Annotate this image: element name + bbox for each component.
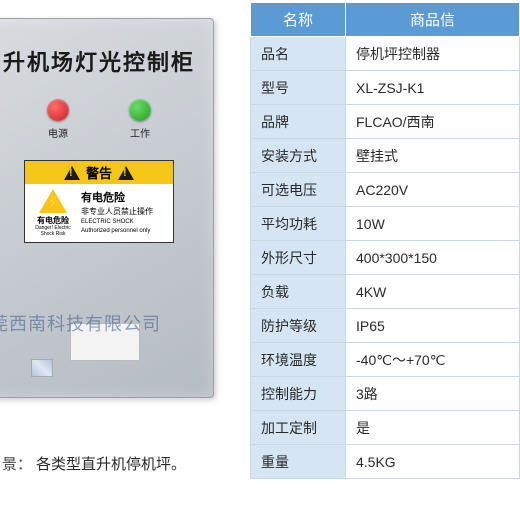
table-header-row: 名称 商品信 <box>251 3 520 37</box>
spec-value: 10W <box>346 207 520 241</box>
warning-en2: Authorized personnel only <box>81 228 169 235</box>
warning-triangle-icon <box>118 166 134 180</box>
header-name: 名称 <box>251 3 346 37</box>
table-row: 型号XL-ZSJ-K1 <box>251 71 520 105</box>
table-row: 可选电压AC220V <box>251 173 520 207</box>
spec-value: 400*300*150 <box>346 241 520 275</box>
spec-key: 可选电压 <box>251 173 346 207</box>
spec-key: 重量 <box>251 445 346 479</box>
spec-value: 壁挂式 <box>346 139 520 173</box>
spec-key: 防护等级 <box>251 309 346 343</box>
warning-left-col: 有电危险 Danger! Electric Shock Risk <box>29 189 77 237</box>
table-row: 外形尺寸400*300*150 <box>251 241 520 275</box>
table-row: 安装方式壁挂式 <box>251 139 520 173</box>
spec-value: IP65 <box>346 309 520 343</box>
page-container: 升机场灯光控制柜 电源 工作 警告 <box>0 0 520 520</box>
table-row: 负载4KW <box>251 275 520 309</box>
work-label: 工作 <box>129 125 151 140</box>
cabinet-title: 升机场灯光控制柜 <box>0 19 213 77</box>
spec-table: 名称 商品信 品名停机坪控制器型号XL-ZSJ-K1品牌FLCAO/西南安装方式… <box>250 2 520 479</box>
power-indicator[interactable] <box>47 99 69 121</box>
spec-key: 安装方式 <box>251 139 346 173</box>
electric-bolt-icon <box>39 189 67 213</box>
header-info: 商品信 <box>346 3 520 37</box>
scene-text: 各类型直升机停机坪。 <box>36 456 186 473</box>
spec-value: 3路 <box>346 377 520 411</box>
spec-key: 平均功耗 <box>251 207 346 241</box>
spec-key: 型号 <box>251 71 346 105</box>
warning-right-col: 有电危险 非专业人员禁止操作 ELECTRIC SHOCK Authorized… <box>81 189 169 235</box>
work-button-group: 工作 <box>129 99 151 140</box>
table-row: 品名停机坪控制器 <box>251 37 520 71</box>
spec-key: 环境温度 <box>251 343 346 377</box>
spec-table-panel: 名称 商品信 品名停机坪控制器型号XL-ZSJ-K1品牌FLCAO/西南安装方式… <box>250 0 520 520</box>
scene-description: 景：各类型直升机停机坪。 <box>2 453 186 474</box>
indicator-buttons-row: 电源 工作 <box>0 99 213 140</box>
spec-key: 负载 <box>251 275 346 309</box>
spec-key: 控制能力 <box>251 377 346 411</box>
company-watermark: 莞西南科技有限公司 <box>0 310 161 336</box>
spec-value: 4.5KG <box>346 445 520 479</box>
table-row: 品牌FLCAO/西南 <box>251 105 520 139</box>
spec-value: 是 <box>346 411 520 445</box>
product-photo-panel: 升机场灯光控制柜 电源 工作 警告 <box>0 0 250 520</box>
spec-key: 加工定制 <box>251 411 346 445</box>
control-cabinet: 升机场灯光控制柜 电源 工作 警告 <box>0 18 214 398</box>
spec-value: 4KW <box>346 275 520 309</box>
warning-triangle-icon <box>64 166 80 180</box>
spec-value: -40℃～+70℃ <box>346 343 520 377</box>
table-row: 控制能力3路 <box>251 377 520 411</box>
table-row: 重量4.5KG <box>251 445 520 479</box>
spec-value: 停机坪控制器 <box>346 37 520 71</box>
hologram-sticker <box>31 359 53 377</box>
power-label: 电源 <box>47 125 69 140</box>
warning-header: 警告 <box>25 161 173 184</box>
table-row: 防护等级IP65 <box>251 309 520 343</box>
spec-key: 品牌 <box>251 105 346 139</box>
warning-left-en: Danger! Electric Shock Risk <box>29 226 77 237</box>
spec-table-body: 品名停机坪控制器型号XL-ZSJ-K1品牌FLCAO/西南安装方式壁挂式可选电压… <box>251 37 520 479</box>
spec-value: FLCAO/西南 <box>346 105 520 139</box>
table-row: 平均功耗10W <box>251 207 520 241</box>
spec-key: 外形尺寸 <box>251 241 346 275</box>
work-indicator[interactable] <box>129 99 151 121</box>
spec-value: XL-ZSJ-K1 <box>346 71 520 105</box>
scene-label: 景： <box>2 456 32 473</box>
warning-en1: ELECTRIC SHOCK <box>81 219 169 226</box>
warning-sub-zh: 非专业人员禁止操作 <box>81 206 169 217</box>
warning-body: 有电危险 Danger! Electric Shock Risk 有电危险 非专… <box>25 184 173 242</box>
warning-sticker: 警告 有电危险 Danger! Electric Shock Risk 有电危险… <box>24 160 174 243</box>
table-row: 加工定制是 <box>251 411 520 445</box>
spec-value: AC220V <box>346 173 520 207</box>
warning-banner-text: 警告 <box>86 163 112 182</box>
power-button-group: 电源 <box>47 99 69 140</box>
table-row: 环境温度-40℃～+70℃ <box>251 343 520 377</box>
warning-main-zh: 有电危险 <box>81 189 169 205</box>
spec-key: 品名 <box>251 37 346 71</box>
